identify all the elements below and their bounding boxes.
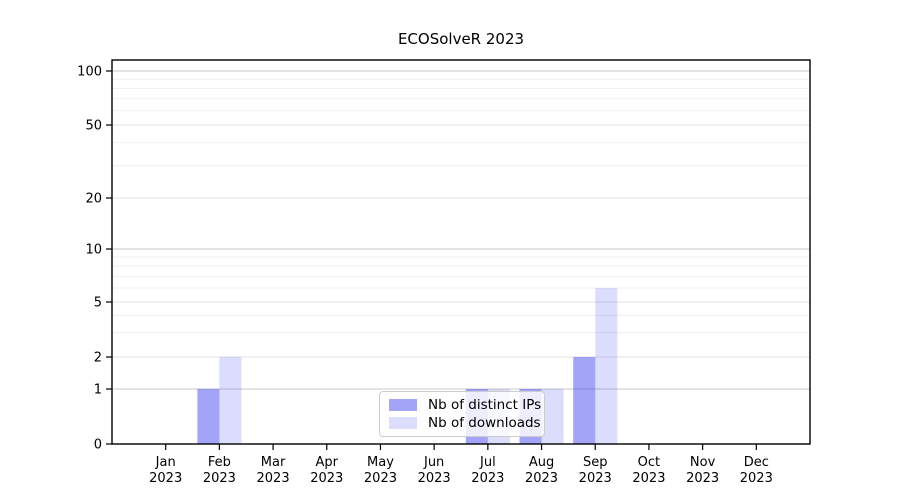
x-tick-label-month: May [367, 455, 394, 470]
x-tick-label-month: Jan [155, 455, 176, 470]
y-tick-label: 2 [94, 351, 102, 366]
legend-label-distinct-ips: Nb of distinct IPs [428, 397, 542, 413]
bar-downloads [541, 389, 564, 444]
plot-border [111, 59, 811, 445]
bar-distinct-ips [573, 357, 596, 444]
y-tick-label: 100 [77, 65, 102, 80]
x-tick-label-year: 2023 [203, 471, 236, 486]
x-tick-label-month: Apr [316, 455, 339, 470]
x-tick-label-year: 2023 [310, 471, 343, 486]
legend-item-distinct-ips: Nb of distinct IPs [389, 397, 541, 413]
y-tick-label: 50 [85, 119, 102, 134]
y-tick-label: 5 [94, 296, 102, 311]
x-tick-label-year: 2023 [632, 471, 665, 486]
x-tick-label-month: Nov [690, 455, 716, 470]
legend-label-downloads: Nb of downloads [428, 415, 541, 431]
x-tick-label-year: 2023 [740, 471, 773, 486]
legend: Nb of distinct IPs Nb of downloads [379, 391, 545, 437]
x-tick-label-year: 2023 [525, 471, 558, 486]
x-tick-label-month: Feb [208, 455, 231, 470]
x-tick-label-month: Oct [638, 455, 660, 470]
x-tick-label-month: Jun [423, 455, 444, 470]
chart-title: ECOSolveR 2023 [397, 30, 525, 48]
x-tick-label-year: 2023 [418, 471, 451, 486]
legend-swatch-downloads [389, 417, 417, 429]
x-tick-label-month: Mar [261, 455, 286, 470]
x-tick-label-year: 2023 [364, 471, 397, 486]
x-tick-label-month: Sep [583, 455, 608, 470]
x-tick-label-month: Dec [744, 455, 769, 470]
y-tick-label: 10 [85, 243, 102, 258]
y-tick-label: 0 [94, 438, 102, 453]
legend-item-downloads: Nb of downloads [389, 415, 541, 431]
bar-distinct-ips [197, 389, 220, 444]
x-tick-label-year: 2023 [149, 471, 182, 486]
x-tick-label-year: 2023 [471, 471, 504, 486]
y-tick-label: 20 [85, 192, 102, 207]
legend-swatch-distinct-ips [389, 399, 417, 411]
x-tick-label-month: Aug [529, 455, 554, 470]
x-tick-label-year: 2023 [579, 471, 612, 486]
x-tick-label-month: Jul [479, 455, 496, 470]
bar-downloads [219, 357, 242, 444]
bar-downloads [595, 288, 618, 444]
x-tick-label-year: 2023 [686, 471, 719, 486]
x-tick-label-year: 2023 [257, 471, 290, 486]
y-tick-label: 1 [94, 383, 102, 398]
